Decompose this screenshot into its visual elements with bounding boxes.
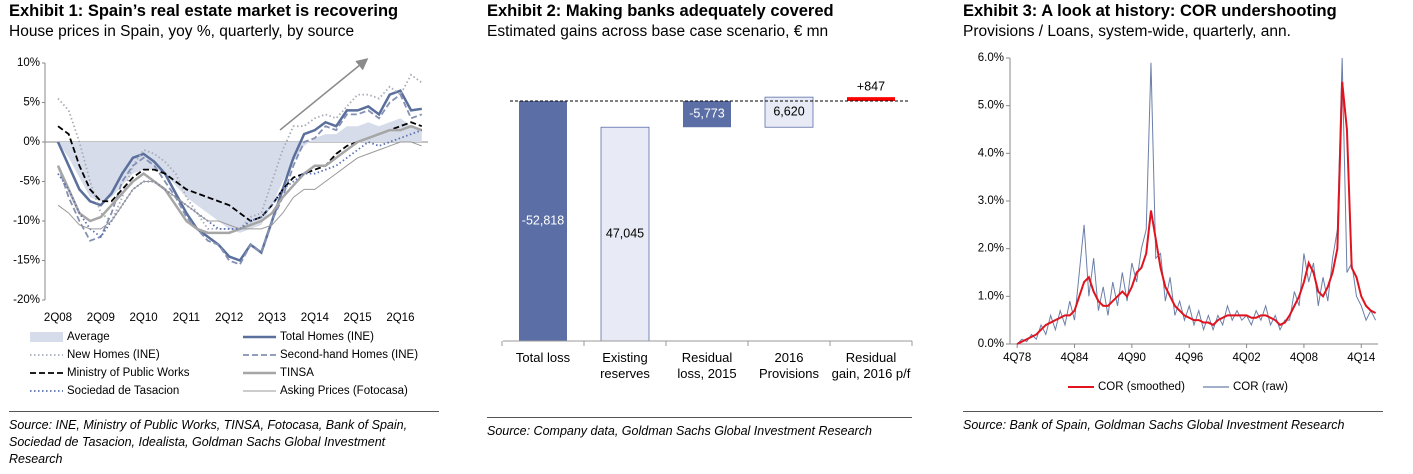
x-tick-label: 2Q14 [301, 312, 330, 324]
line [1016, 57, 1377, 345]
y-tick-label: -5% [20, 176, 40, 188]
bar [600, 126, 650, 342]
line [1016, 81, 1377, 345]
x-tick-label: 2Q11 [173, 312, 200, 324]
y-tick-label: 5.0% [978, 100, 1004, 112]
legend-label: Second-hand Homes (INE) [280, 349, 418, 361]
category-label: Residual gain, 2016 p/f [831, 350, 911, 381]
line [56, 89, 422, 263]
y-tick-label: 0% [23, 136, 40, 148]
subtitle: House prices in Spain, yoy %, quarterly,… [9, 23, 355, 40]
bar [519, 101, 567, 341]
legend-label: New Homes (INE) [67, 349, 160, 361]
x-tick-label: 4Q78 [1003, 352, 1031, 364]
x-tick-label: 2Q13 [258, 312, 286, 324]
legend-label: TINSA [280, 367, 314, 379]
source: Source: Bank of Spain, Goldman Sachs Glo… [963, 411, 1383, 434]
y-tick-label: -20% [13, 294, 40, 306]
bar [764, 96, 814, 128]
trend-arrow [279, 58, 369, 131]
category-label: Existing reserves [600, 350, 650, 381]
category-label: Total loss [515, 350, 571, 365]
y-tick-label: 3.0% [978, 195, 1004, 207]
subtitle: Estimated gains across base case scenari… [487, 23, 829, 40]
value-label: 47,045 [606, 226, 644, 240]
x-tick-label: 4Q90 [1118, 352, 1146, 364]
value-label: -5,773 [689, 106, 724, 120]
y-tick-label: -15% [13, 255, 40, 267]
x-tick-label: 4Q96 [1175, 352, 1203, 364]
x-tick-label: 4Q02 [1233, 352, 1261, 364]
y-tick-label: 10% [17, 57, 40, 69]
value-label: +847 [857, 79, 885, 93]
value-label: 6,620 [773, 104, 804, 118]
legend-label: Ministry of Public Works [67, 367, 190, 379]
legend-label: COR (raw) [1233, 381, 1288, 393]
x-tick-label: 4Q84 [1060, 352, 1089, 364]
legend-label: COR (smoothed) [1098, 381, 1185, 393]
x-tick-label: 2Q15 [344, 312, 372, 324]
x-tick-label: 4Q14 [1347, 352, 1376, 364]
y-tick-label: -10% [13, 215, 40, 227]
x-tick-label: 2Q08 [44, 312, 72, 324]
legend-label: Asking Prices (Fotocasa) [280, 385, 408, 397]
bar [847, 97, 895, 101]
source: Source: Company data, Goldman Sachs Glob… [487, 417, 912, 440]
legend-label: Average [67, 331, 110, 343]
bar [683, 101, 731, 128]
x-tick-label: 2Q16 [386, 312, 414, 324]
line [57, 141, 422, 230]
y-tick-label: 1.0% [978, 290, 1004, 302]
area [58, 118, 422, 233]
y-tick-label: 4.0% [978, 147, 1004, 159]
line [57, 93, 423, 266]
legend-swatch [30, 332, 63, 342]
subtitle: Provisions / Loans, system-wide, quarter… [963, 23, 1291, 40]
y-tick-label: 0.0% [978, 338, 1004, 350]
x-tick-label: 2Q09 [87, 312, 115, 324]
y-tick-label: 2.0% [978, 243, 1004, 255]
title: Exhibit 1: Spain’s real estate market is… [9, 2, 399, 20]
x-tick-label: 2Q10 [130, 312, 158, 324]
legend-label: Sociedad de Tasacion [67, 385, 179, 397]
y-tick-label: 5% [23, 97, 40, 109]
category-label: Residual loss, 2015 [677, 350, 737, 381]
title: Exhibit 3: A look at history: COR unders… [963, 2, 1337, 20]
legend-label: Total Homes (INE) [280, 331, 374, 343]
source: Source: INE, Ministry of Public Works, T… [9, 411, 439, 468]
x-tick-label: 4Q08 [1290, 352, 1318, 364]
value-label: -52,818 [522, 213, 564, 227]
category-label: 2016 Provisions [759, 350, 819, 381]
y-tick-label: 6.0% [978, 52, 1004, 64]
title: Exhibit 2: Making banks adequately cover… [487, 2, 834, 20]
x-tick-label: 2Q12 [215, 312, 243, 324]
